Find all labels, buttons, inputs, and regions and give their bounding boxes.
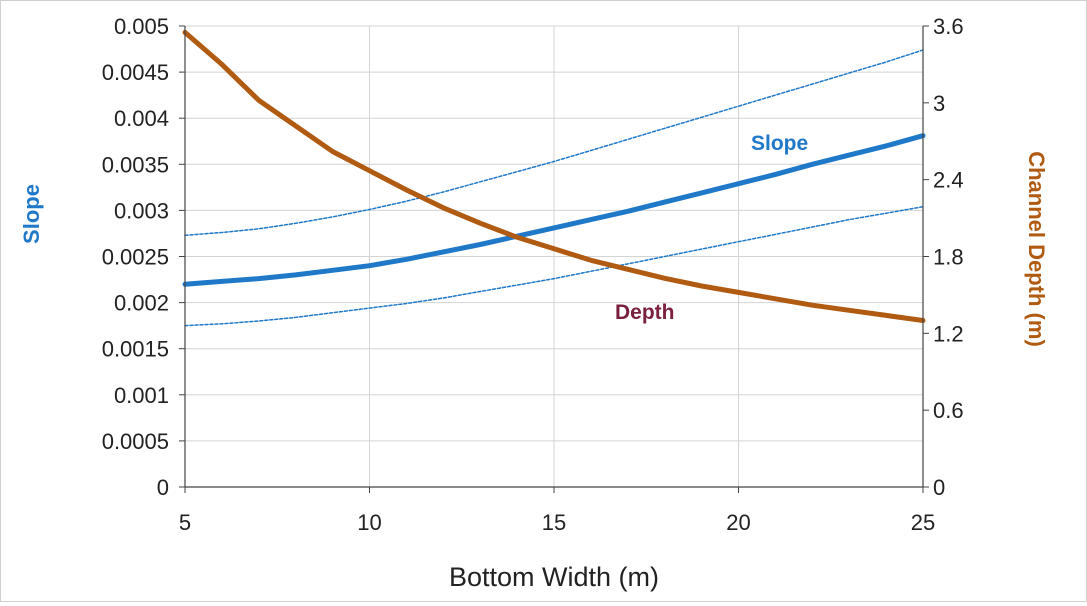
gridlines <box>185 25 923 487</box>
axes <box>179 25 929 493</box>
tick-labels: 0 0.0005 0.001 0.0015 0.002 0.0025 0.003 0.0035… <box>102 14 964 535</box>
y-tick-label: 0.003 <box>114 198 169 223</box>
y2-tick-label: 2.4 <box>933 168 964 193</box>
y-tick-label: 0.0025 <box>102 245 169 270</box>
y-tick-label: 0.0045 <box>102 60 169 85</box>
y-tick-label: 0.002 <box>114 291 169 316</box>
y-tick-label: 0 <box>157 475 169 500</box>
x-tick-label: 20 <box>726 510 750 535</box>
y2-tick-label: 1.8 <box>933 245 964 270</box>
y2-tick-label: 0.6 <box>933 398 964 423</box>
x-tick-label: 5 <box>179 510 191 535</box>
x-tick-label: 15 <box>542 510 566 535</box>
y2-tick-label: 3 <box>933 91 945 116</box>
y-tick-label: 0.001 <box>114 383 169 408</box>
slope-series-annotation: Slope <box>751 132 808 155</box>
y2-axis-label: Channel Depth (m) <box>1024 151 1049 347</box>
y2-tick-label: 3.6 <box>933 14 964 39</box>
x-axis-label: Bottom Width (m) <box>449 562 659 592</box>
y-tick-label: 0.0005 <box>102 429 169 454</box>
y-tick-label: 0.005 <box>114 14 169 39</box>
series-lines <box>182 29 926 327</box>
y-tick-label: 0.004 <box>114 106 169 131</box>
y-tick-label: 0.0015 <box>102 337 169 362</box>
y-tick-label: 0.0035 <box>102 152 169 177</box>
x-tick-label: 10 <box>357 510 381 535</box>
x-tick-label: 25 <box>911 510 935 535</box>
y2-tick-label: 1.2 <box>933 321 964 346</box>
y2-tick-label: 0 <box>933 475 945 500</box>
y-axis-label: Slope <box>19 184 44 244</box>
slope-bound-line-1 <box>184 49 924 237</box>
slope-bound-line-2 <box>184 205 924 327</box>
slope-series-line <box>182 133 926 287</box>
depth-series-line <box>182 29 926 323</box>
depth-series-annotation: Depth <box>615 301 675 324</box>
